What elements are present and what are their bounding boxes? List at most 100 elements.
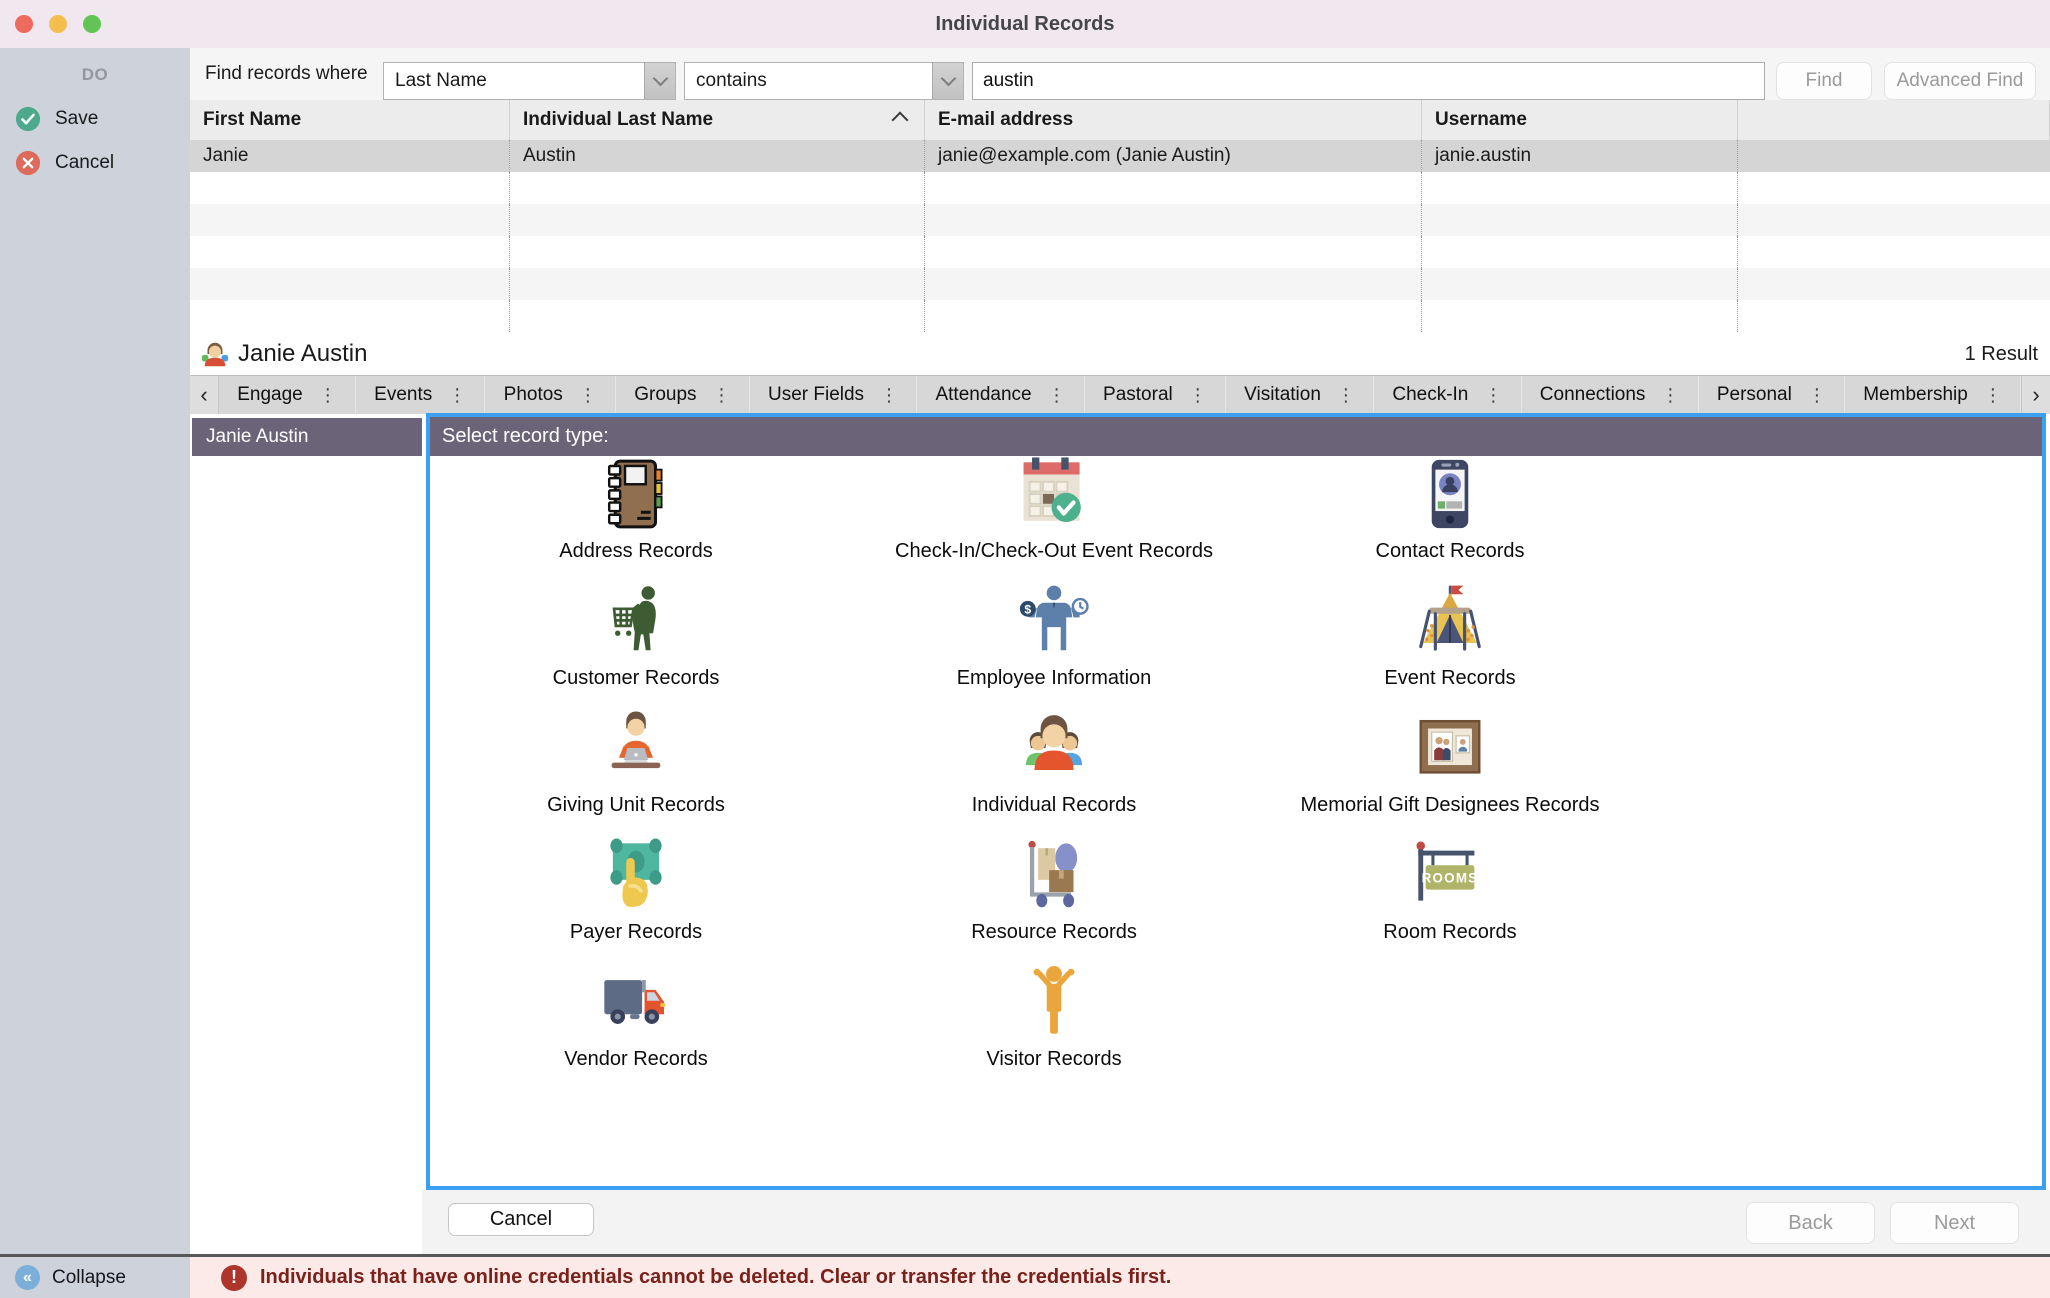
record-type-contact-records[interactable]: Contact Records xyxy=(1250,454,1650,576)
column-header-label: Username xyxy=(1435,109,1527,130)
tab-pastoral[interactable]: Pastoral ⋮ xyxy=(1085,376,1226,414)
column-header-e-mail-address[interactable]: E-mail address xyxy=(925,100,1422,140)
address-book-icon xyxy=(596,454,676,534)
tab-photos[interactable]: Photos ⋮ xyxy=(485,376,617,414)
record-type-label: Visitor Records xyxy=(986,1048,1122,1070)
tab-scroll-left-icon[interactable]: ‹ xyxy=(190,376,219,414)
tab-events[interactable]: Events ⋮ xyxy=(356,376,486,414)
table-cell-empty xyxy=(190,236,510,268)
record-type-vendor-records[interactable]: Vendor Records xyxy=(436,962,836,1084)
result-count: 1 Result xyxy=(1964,342,2038,365)
minimize-window-icon[interactable] xyxy=(49,15,67,33)
select-record-type-label: Select record type: xyxy=(430,417,2042,456)
column-header-individual-last-name[interactable]: Individual Last Name xyxy=(510,100,925,140)
tab-visitation[interactable]: Visitation ⋮ xyxy=(1226,376,1375,414)
tab-engage[interactable]: Engage ⋮ xyxy=(219,376,356,414)
record-type-label: Address Records xyxy=(559,540,713,562)
table-row[interactable]: Janie Austin janie@example.com (Janie Aust… xyxy=(190,140,2050,172)
svg-text:ROOMS: ROOMS xyxy=(1422,870,1479,885)
tab-scroll-right-icon[interactable]: › xyxy=(2021,376,2050,414)
tab-menu-icon[interactable]: ⋮ xyxy=(712,384,731,405)
status-warning-bar: ! Individuals that have online credentia… xyxy=(190,1257,2050,1298)
tab-menu-icon[interactable]: ⋮ xyxy=(1484,384,1503,405)
record-type-employee-information[interactable]: $ Employee Information xyxy=(854,581,1254,703)
tab-personal[interactable]: Personal ⋮ xyxy=(1699,376,1846,414)
column-header-username[interactable]: Username xyxy=(1422,100,1738,140)
record-type-label: Room Records xyxy=(1383,921,1517,943)
record-header: Janie Austin 1 Result xyxy=(190,333,2050,375)
table-cell-empty xyxy=(510,268,925,300)
tab-menu-icon[interactable]: ⋮ xyxy=(318,384,337,405)
advanced-find-button[interactable]: Advanced Find xyxy=(1884,62,2036,100)
next-button[interactable]: Next xyxy=(1890,1202,2019,1244)
tab-membership[interactable]: Membership ⋮ xyxy=(1845,376,2022,414)
cancel-button[interactable]: Cancel xyxy=(448,1203,594,1236)
record-type-label: Payer Records xyxy=(569,921,703,943)
field-select-value: Last Name xyxy=(395,70,487,91)
sidebar-item-label: Save xyxy=(55,108,99,129)
record-type-grid: Address Records Check-In/Check-Out Event … xyxy=(430,456,2042,1186)
column-header-first-name[interactable]: First Name xyxy=(190,100,510,140)
record-type-resource-records[interactable]: Resource Records xyxy=(854,835,1254,957)
sidebar-item-save[interactable]: Save xyxy=(0,97,190,141)
payer-hand-icon xyxy=(596,835,676,915)
tab-menu-icon[interactable]: ⋮ xyxy=(448,384,467,405)
sidebar-item-cancel[interactable]: Cancel xyxy=(0,141,190,185)
tab-menu-icon[interactable]: ⋮ xyxy=(1188,384,1207,405)
record-type-individual-records[interactable]: Individual Records xyxy=(854,708,1254,830)
table-cell: janie@example.com (Janie Austin) xyxy=(925,140,1422,172)
record-type-customer-records[interactable]: Customer Records xyxy=(436,581,836,703)
table-cell-empty xyxy=(1422,172,1738,204)
tab-menu-icon[interactable]: ⋮ xyxy=(880,384,899,405)
field-select[interactable]: Last Name xyxy=(383,62,676,100)
window-title: Individual Records xyxy=(935,12,1115,35)
record-tree-header: Janie Austin xyxy=(192,418,422,456)
record-type-panel: Select record type: Address Records Check… xyxy=(426,413,2046,1190)
table-cell-empty xyxy=(1738,268,2050,300)
find-button[interactable]: Find xyxy=(1776,62,1872,100)
employee-icon: $ xyxy=(1014,581,1094,661)
tab-menu-icon[interactable]: ⋮ xyxy=(1807,384,1826,405)
room-sign-icon: ROOMS xyxy=(1410,835,1490,915)
collapse-bar[interactable]: « Collapse xyxy=(0,1257,190,1298)
close-window-icon[interactable] xyxy=(15,15,33,33)
record-type-giving-unit-records[interactable]: Giving Unit Records xyxy=(436,708,836,830)
tab-menu-icon[interactable]: ⋮ xyxy=(1336,384,1355,405)
record-type-payer-records[interactable]: Payer Records xyxy=(436,835,836,957)
record-type-address-records[interactable]: Address Records xyxy=(436,454,836,576)
visitor-icon xyxy=(1014,962,1094,1042)
chevron-down-icon[interactable] xyxy=(644,63,675,99)
tab-menu-icon[interactable]: ⋮ xyxy=(578,384,597,405)
table-cell: janie.austin xyxy=(1422,140,1738,172)
contact-phone-icon xyxy=(1410,454,1490,534)
tab-check-in[interactable]: Check-In ⋮ xyxy=(1374,376,1522,414)
record-type-label: Individual Records xyxy=(971,794,1137,816)
tab-menu-icon[interactable]: ⋮ xyxy=(1047,384,1066,405)
sidebar: DO Save Cancel xyxy=(0,48,190,1254)
zoom-window-icon[interactable] xyxy=(83,15,101,33)
tab-user-fields[interactable]: User Fields ⋮ xyxy=(750,376,918,414)
record-type-memorial-gift-designees-records[interactable]: Memorial Gift Designees Records xyxy=(1250,708,1650,830)
search-input[interactable] xyxy=(972,62,1765,100)
tab-menu-icon[interactable]: ⋮ xyxy=(1661,384,1680,405)
tab-connections[interactable]: Connections ⋮ xyxy=(1522,376,1699,414)
collapse-chevrons-icon[interactable]: « xyxy=(15,1265,40,1290)
tab-label: Check-In xyxy=(1392,384,1469,405)
tab-groups[interactable]: Groups ⋮ xyxy=(616,376,750,414)
table-header-row: First Name Individual Last Name E-mail add… xyxy=(190,100,2050,140)
record-type-check-in-check-out-event-records[interactable]: Check-In/Check-Out Event Records xyxy=(854,454,1254,576)
tab-menu-icon[interactable]: ⋮ xyxy=(1983,384,2002,405)
table-cell-empty xyxy=(1738,204,2050,236)
tab-attendance[interactable]: Attendance ⋮ xyxy=(917,376,1085,414)
table-cell-empty xyxy=(925,268,1422,300)
table-cell-empty xyxy=(925,204,1422,236)
table-cell-empty xyxy=(510,236,925,268)
record-type-event-records[interactable]: Event Records xyxy=(1250,581,1650,703)
back-button[interactable]: Back xyxy=(1746,1202,1875,1244)
table-cell xyxy=(1738,140,2050,172)
record-type-visitor-records[interactable]: Visitor Records xyxy=(854,962,1254,1084)
record-type-room-records[interactable]: ROOMS Room Records xyxy=(1250,835,1650,957)
chevron-down-icon[interactable] xyxy=(932,63,963,99)
operator-select[interactable]: contains xyxy=(684,62,964,100)
